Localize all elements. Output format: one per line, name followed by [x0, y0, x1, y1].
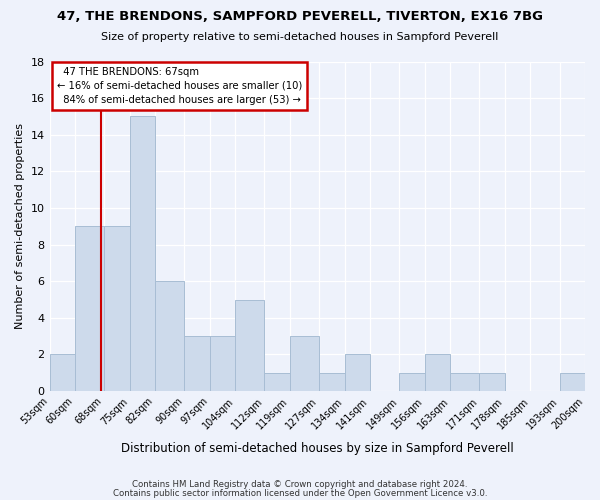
Bar — [155, 281, 184, 391]
Bar — [450, 373, 479, 391]
Bar — [235, 300, 265, 391]
Bar — [290, 336, 319, 391]
Bar — [184, 336, 210, 391]
X-axis label: Distribution of semi-detached houses by size in Sampford Peverell: Distribution of semi-detached houses by … — [121, 442, 514, 455]
Text: Contains HM Land Registry data © Crown copyright and database right 2024.: Contains HM Land Registry data © Crown c… — [132, 480, 468, 489]
Bar — [210, 336, 235, 391]
Bar — [479, 373, 505, 391]
Bar — [319, 373, 344, 391]
Text: 47, THE BRENDONS, SAMPFORD PEVERELL, TIVERTON, EX16 7BG: 47, THE BRENDONS, SAMPFORD PEVERELL, TIV… — [57, 10, 543, 23]
Bar — [75, 226, 104, 391]
Bar — [104, 226, 130, 391]
Bar — [344, 354, 370, 391]
Bar — [50, 354, 75, 391]
Text: Size of property relative to semi-detached houses in Sampford Peverell: Size of property relative to semi-detach… — [101, 32, 499, 42]
Bar — [399, 373, 425, 391]
Y-axis label: Number of semi-detached properties: Number of semi-detached properties — [15, 124, 25, 330]
Bar — [265, 373, 290, 391]
Text: Contains public sector information licensed under the Open Government Licence v3: Contains public sector information licen… — [113, 488, 487, 498]
Bar — [560, 373, 585, 391]
Text: 47 THE BRENDONS: 67sqm  
← 16% of semi-detached houses are smaller (10)
  84% of: 47 THE BRENDONS: 67sqm ← 16% of semi-det… — [57, 67, 302, 105]
Bar — [425, 354, 450, 391]
Bar — [130, 116, 155, 391]
